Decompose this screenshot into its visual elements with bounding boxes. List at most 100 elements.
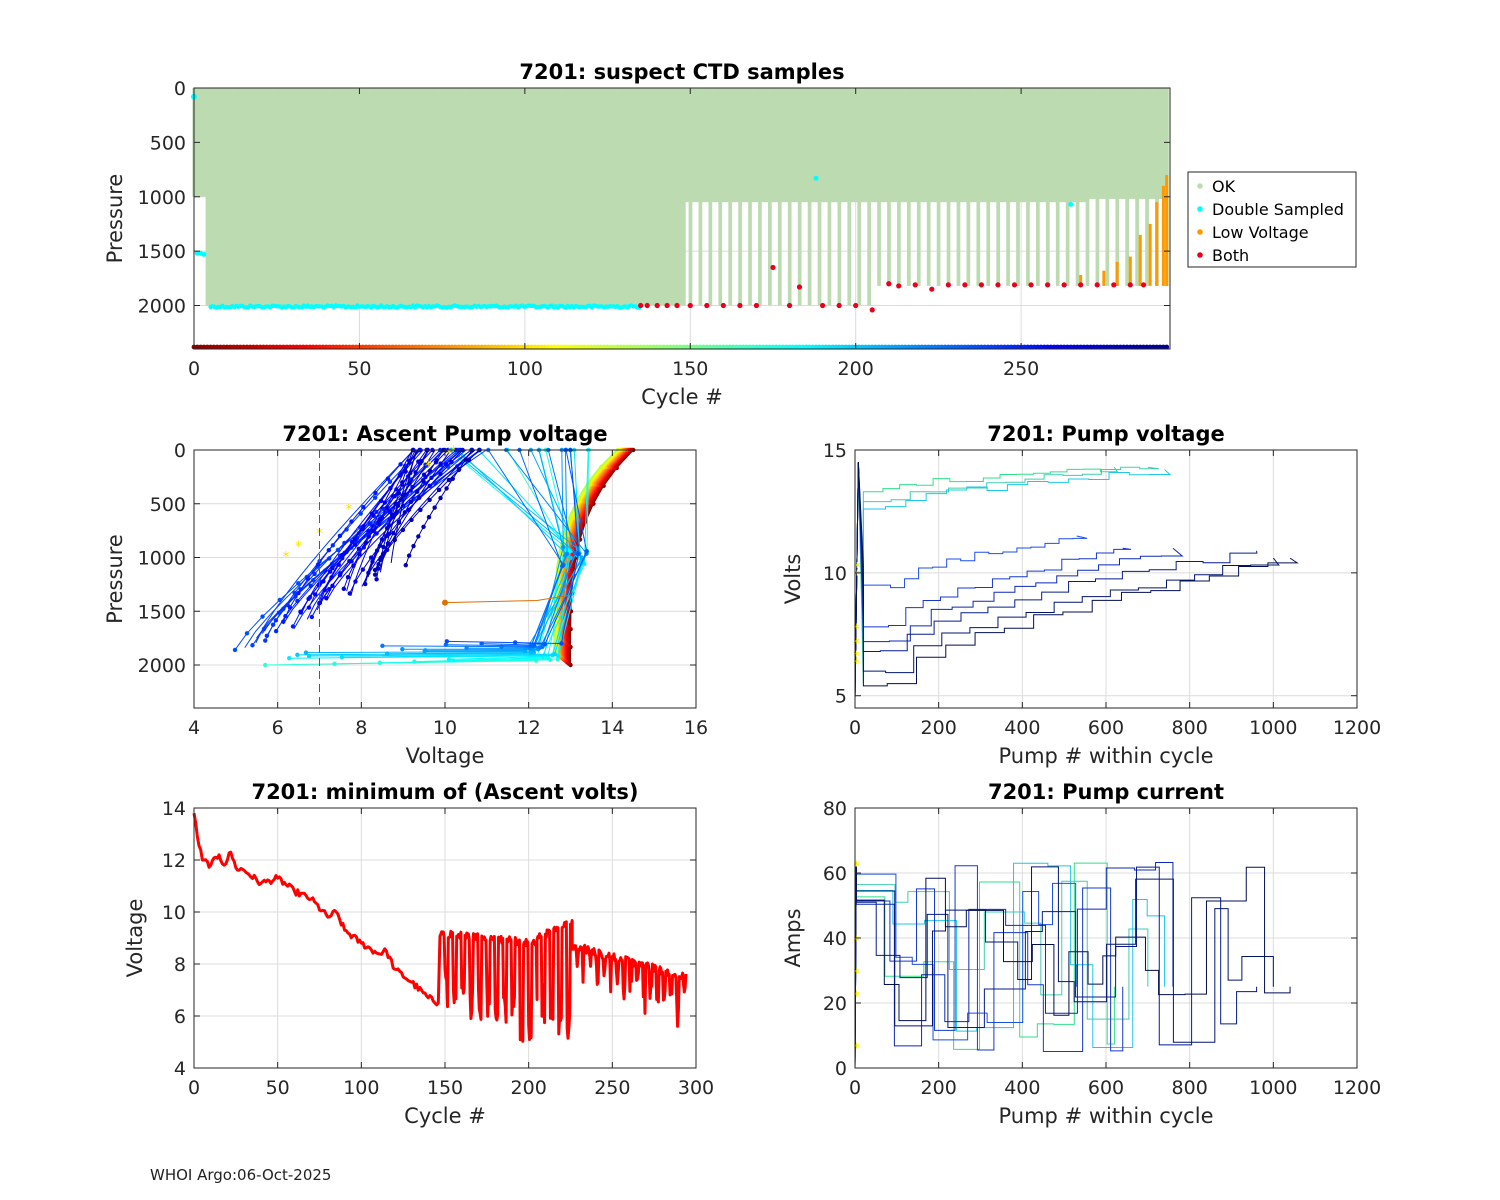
late-profile-point xyxy=(421,472,427,477)
ok-profile xyxy=(903,88,908,203)
late-profile-point xyxy=(361,505,366,510)
ok-profile xyxy=(771,88,776,203)
pumpcurr-y-tick-label: 20 xyxy=(823,993,847,1015)
cycle-color-marker xyxy=(548,344,554,350)
ok-profile xyxy=(940,88,944,203)
cycle-color-marker xyxy=(668,344,673,350)
suspect-x-tick-label: 150 xyxy=(672,358,708,380)
ok-profile xyxy=(1138,88,1143,199)
mid-profile xyxy=(448,449,589,660)
cycle-color-marker xyxy=(578,344,584,350)
ok-profile xyxy=(251,88,256,306)
cycle-color-marker xyxy=(1084,344,1090,350)
late-profile-point xyxy=(232,647,238,653)
ok-profile xyxy=(324,88,329,306)
ok-profile xyxy=(870,88,875,203)
minvolt-x-tick-label: 250 xyxy=(594,1077,630,1099)
late-profile-point xyxy=(427,483,432,489)
pump-voltage-line-navy-1 xyxy=(854,462,1258,699)
ok-profile xyxy=(721,88,726,203)
both-point xyxy=(638,302,644,309)
pumpcurr-x-tick-label: 800 xyxy=(1172,1077,1208,1099)
ok-profile xyxy=(318,88,322,306)
ok-profile xyxy=(830,88,835,203)
ok-profile xyxy=(506,88,511,306)
cycle-color-marker xyxy=(664,344,670,350)
low-voltage-point xyxy=(1102,270,1106,286)
pump-current-line xyxy=(854,865,1124,1069)
late-profile-point xyxy=(344,549,349,555)
late-profile-point xyxy=(315,562,321,567)
cycle-color-marker xyxy=(257,344,263,350)
late-profile-point xyxy=(409,517,414,523)
ok-profile xyxy=(443,88,448,306)
late-profile-point xyxy=(337,533,343,539)
mid-profile-point xyxy=(303,650,309,655)
ok-profile xyxy=(777,88,782,306)
legend-label: Low Voltage xyxy=(1212,223,1309,242)
cycle-color-marker xyxy=(962,344,968,350)
late-profile-point xyxy=(421,478,426,484)
ok-profile xyxy=(705,88,709,203)
start-marker: * xyxy=(425,459,432,475)
late-profile-point xyxy=(403,469,408,474)
late-profile-point xyxy=(406,553,412,558)
ok-profile xyxy=(334,88,339,306)
cycle-color-marker xyxy=(290,344,296,350)
ok-profile xyxy=(427,88,431,306)
legend-marker xyxy=(1197,252,1203,258)
ok-profile xyxy=(569,88,574,306)
ok-profile xyxy=(258,88,263,306)
suspect-y-tick-label: 0 xyxy=(174,78,186,100)
cycle-color-marker xyxy=(949,344,955,350)
cycle-color-marker xyxy=(568,344,574,350)
cycle-color-marker xyxy=(810,344,816,350)
ok-profile xyxy=(460,88,465,306)
late-profile-point xyxy=(317,600,323,606)
ok-profile xyxy=(215,88,220,306)
pump-current-line xyxy=(854,861,1174,1069)
late-profile-point xyxy=(352,542,358,547)
ok-profile xyxy=(235,88,240,306)
ascent-y-tick-label: 500 xyxy=(150,494,186,516)
both-point xyxy=(654,302,660,309)
cycle-color-marker xyxy=(300,344,306,350)
pump-current-series: * * * * * xyxy=(853,860,1291,1069)
ok-profile xyxy=(526,88,531,306)
cycle-color-marker xyxy=(1071,344,1077,350)
ascent-y-tick-label: 0 xyxy=(174,440,186,462)
ok-profile xyxy=(986,88,991,286)
ok-profile xyxy=(1092,88,1096,199)
late-profile-point xyxy=(349,519,354,524)
pump-voltage-line-green xyxy=(854,462,1119,699)
cycle-color-marker xyxy=(343,344,349,350)
ok-profile xyxy=(275,88,279,306)
both-point xyxy=(1094,282,1100,288)
mid-profile xyxy=(501,449,588,649)
ok-profile xyxy=(897,88,901,286)
late-profile-point xyxy=(306,596,311,601)
cycle-color-marker xyxy=(912,344,918,350)
ok-profile xyxy=(1102,88,1106,199)
late-profile-point xyxy=(393,501,398,507)
late-profile-point xyxy=(357,551,362,557)
ok-profile xyxy=(1055,88,1060,286)
cycle-color-marker xyxy=(194,344,200,350)
cycle-color-marker xyxy=(400,344,405,350)
cycle-color-marker xyxy=(840,344,845,350)
cycle-color-marker xyxy=(1061,344,1067,350)
ok-profile xyxy=(1079,88,1083,203)
ascent-y-tick-label: 1000 xyxy=(138,548,186,570)
ok-profile xyxy=(400,88,405,306)
cycle-color-marker xyxy=(595,344,601,350)
mid-profile xyxy=(446,449,579,645)
cycle-color-marker xyxy=(373,344,379,350)
cycle-color-marker xyxy=(221,344,227,350)
late-profile-point xyxy=(326,556,332,561)
ok-profile xyxy=(844,88,848,203)
cycle-color-marker xyxy=(1005,344,1011,350)
ok-profile xyxy=(483,88,488,306)
mid-profile-point xyxy=(559,641,564,646)
ok-profile xyxy=(380,88,385,306)
cycle-color-marker xyxy=(426,344,432,350)
